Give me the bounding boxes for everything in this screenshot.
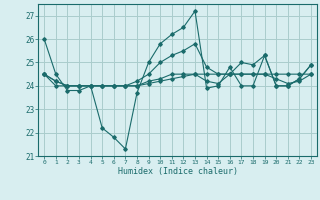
X-axis label: Humidex (Indice chaleur): Humidex (Indice chaleur) (118, 167, 238, 176)
